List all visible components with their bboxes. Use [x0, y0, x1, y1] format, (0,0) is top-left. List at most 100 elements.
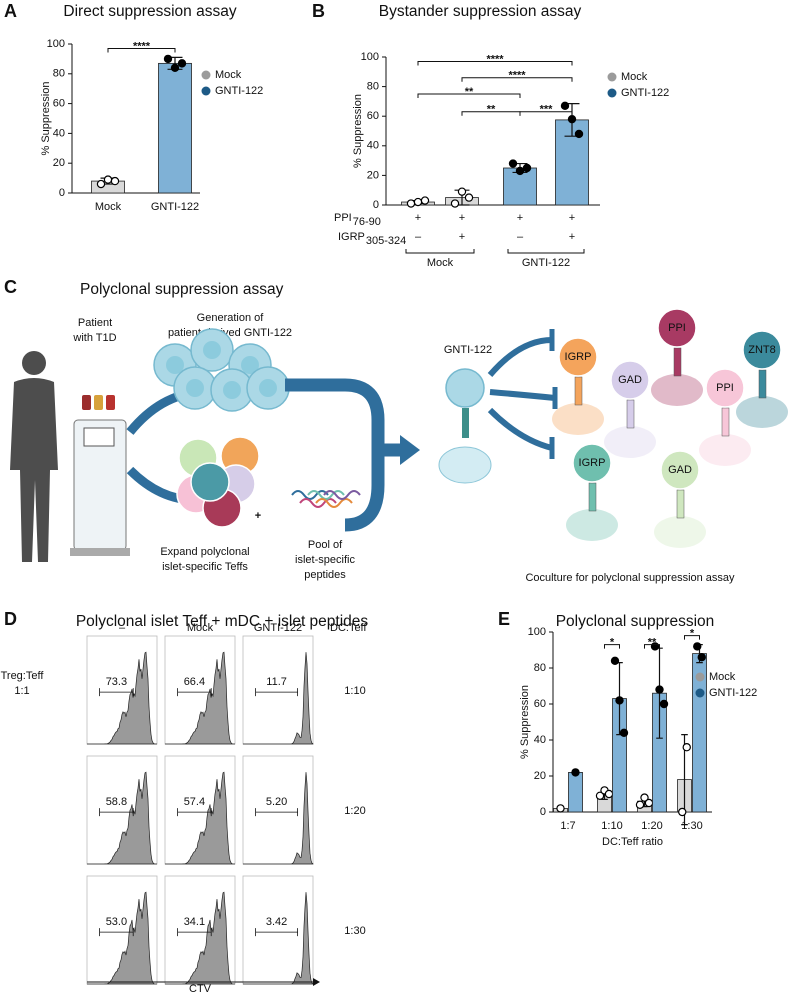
- gate-value: 3.42: [266, 916, 287, 928]
- significance-label: ****: [508, 70, 526, 82]
- teff-cell: [742, 330, 782, 370]
- y-tick-label: 20: [534, 770, 546, 782]
- y-tick-label: 0: [540, 806, 546, 818]
- target-label: IGRP: [565, 351, 592, 363]
- receptor: [676, 489, 685, 519]
- histogram: [165, 771, 235, 865]
- y-tick-label: 40: [53, 127, 65, 139]
- histogram: [165, 651, 235, 745]
- y-tick-label: 80: [534, 662, 546, 674]
- machine-screen: [83, 427, 115, 447]
- data-point: [110, 176, 120, 186]
- gate: [177, 808, 212, 817]
- x-axis-label: CTV: [189, 983, 212, 993]
- significance-bracket: [604, 644, 620, 649]
- condition-sign: +: [569, 231, 575, 243]
- x-tick-label: 1:30: [681, 820, 702, 832]
- histogram: [87, 651, 157, 745]
- receptor: [574, 376, 583, 406]
- legend-label: Mock: [621, 71, 648, 83]
- significance-bracket: [519, 111, 573, 116]
- flow-title: Polyclonal islet Teff + mDC + islet pept…: [76, 613, 369, 630]
- patient-head: [22, 351, 46, 375]
- legend-marker: [201, 86, 211, 96]
- histogram: [243, 772, 314, 865]
- column-header: GNTI-122: [254, 622, 302, 634]
- condition-sign: +: [415, 212, 421, 224]
- data-point: [170, 63, 180, 73]
- cell-nucleus: [166, 356, 184, 374]
- y-tick-label: 80: [367, 81, 379, 93]
- inhibit-arrow: [489, 389, 556, 401]
- y-tick-label: 60: [367, 110, 379, 122]
- x-tick-label: 1:10: [601, 820, 622, 832]
- legend-marker: [607, 72, 617, 82]
- data-point: [604, 789, 614, 799]
- gate-value: 53.0: [106, 916, 127, 928]
- gate-value: 11.7: [266, 676, 287, 688]
- condition-sign: –: [517, 231, 524, 243]
- legend-marker: [695, 672, 705, 682]
- y-tick-label: 0: [59, 187, 65, 199]
- teff-cell: [705, 368, 745, 408]
- significance-label: *: [610, 637, 615, 649]
- panel-label: B: [312, 1, 325, 21]
- x-tick-label: 1:7: [560, 820, 575, 832]
- significance-bracket: [417, 60, 573, 66]
- condition-subscript: 76-90: [353, 216, 381, 228]
- data-point: [635, 800, 645, 810]
- chart-title: Direct suppression assay: [63, 3, 236, 20]
- group-bracket: [507, 249, 585, 254]
- target-label: PPI: [668, 322, 686, 334]
- data-point: [678, 807, 687, 817]
- teff-cell: [572, 443, 612, 483]
- legend-label: Mock: [215, 69, 242, 81]
- y-tick-label: 40: [367, 140, 379, 152]
- condition-sign: +: [517, 212, 523, 224]
- teff-cell: [660, 450, 700, 490]
- receptor: [462, 408, 469, 438]
- y-tick-label: 20: [367, 169, 379, 181]
- significance-label: **: [465, 86, 474, 98]
- significance-bracket: [107, 47, 176, 53]
- ratio-label: 1:30: [344, 925, 365, 937]
- histogram: [87, 891, 157, 985]
- legend-label: GNTI-122: [621, 87, 669, 99]
- target-label: GAD: [618, 374, 642, 386]
- condition-label: PPI: [334, 212, 352, 224]
- data-point: [682, 743, 691, 752]
- data-point: [406, 199, 416, 208]
- dendritic-cell: [699, 434, 751, 466]
- arrow-head: [400, 435, 420, 465]
- teff-cell: [610, 360, 650, 400]
- significance-bracket: [684, 635, 700, 640]
- target-label: ZNT8: [748, 344, 776, 356]
- step-label: patient-derived GNTI-122: [168, 327, 292, 339]
- center-label: GNTI-122: [444, 344, 492, 356]
- gate: [255, 688, 298, 697]
- blood-bag: [94, 395, 103, 410]
- dendritic-cell: [438, 446, 492, 484]
- blood-bag: [82, 395, 91, 410]
- data-point: [574, 129, 584, 139]
- blood-bag: [106, 395, 115, 410]
- y-axis-label: % Suppression: [519, 685, 531, 759]
- dendritic-cell: [566, 509, 618, 541]
- gate: [99, 928, 134, 937]
- gate: [99, 688, 134, 697]
- cell-nucleus: [186, 379, 204, 397]
- merge-arrow: [285, 378, 402, 532]
- legend-label: GNTI-122: [215, 85, 263, 97]
- histogram-frame: [242, 755, 314, 865]
- step-label: Pool of: [308, 539, 343, 551]
- legend-marker: [607, 88, 617, 98]
- step-label: peptides: [304, 569, 346, 581]
- bar: [158, 62, 192, 194]
- data-point: [595, 791, 605, 801]
- peptide: [299, 498, 337, 508]
- y-tick-label: 100: [528, 626, 546, 638]
- receptor: [626, 399, 635, 429]
- significance-bracket: [461, 77, 573, 82]
